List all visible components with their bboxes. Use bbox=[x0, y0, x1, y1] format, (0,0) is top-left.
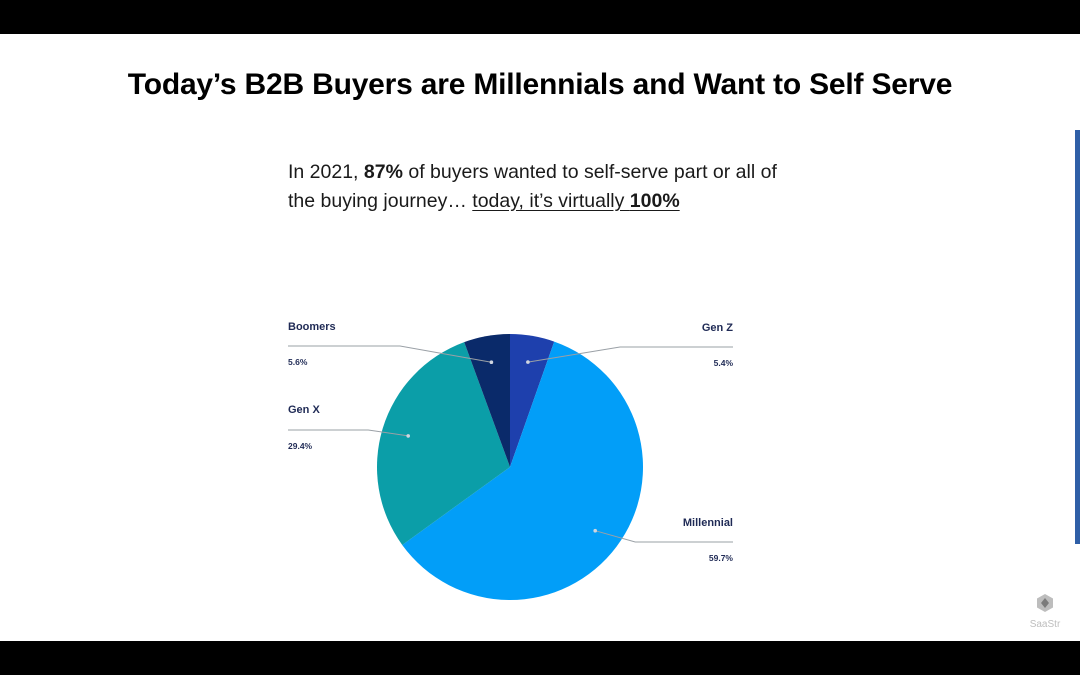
subtitle-text-2: of buyers wanted to self-serve part or a… bbox=[288, 161, 777, 212]
slide-subtitle: In 2021, 87% of buyers wanted to self-se… bbox=[288, 158, 808, 216]
leader-dot-boomers bbox=[489, 360, 494, 365]
leader-line-gen-z bbox=[527, 346, 733, 363]
leader-dot-millennial bbox=[593, 528, 597, 533]
leader-dot-gen-x bbox=[406, 434, 411, 438]
subtitle-text-1: In 2021, bbox=[288, 161, 364, 183]
leader-line-gen-x bbox=[288, 429, 409, 437]
saastr-logo: SaaStr bbox=[1028, 593, 1062, 630]
slice-label-millennial: Millennial bbox=[683, 517, 733, 529]
video-letterbox-bottom bbox=[0, 641, 1080, 675]
pie-slice-gen-z bbox=[510, 334, 555, 467]
slice-value-gen-z: 5.4% bbox=[714, 358, 734, 368]
slice-label-boomers: Boomers bbox=[288, 321, 336, 333]
saastr-logo-icon bbox=[1037, 594, 1053, 612]
slice-value-boomers: 5.6% bbox=[288, 357, 308, 367]
slide-title: Today’s B2B Buyers are Millennials and W… bbox=[127, 68, 953, 101]
slice-value-millennial: 59.7% bbox=[709, 553, 734, 563]
leader-dot-gen-z bbox=[526, 360, 530, 364]
subtitle-underlined: today, it’s virtually 100% bbox=[472, 190, 679, 212]
pie-slice-millennial bbox=[402, 341, 644, 601]
leader-line-boomers bbox=[288, 345, 492, 363]
slide-right-accent bbox=[1075, 130, 1080, 544]
pie-slice-boomers bbox=[464, 334, 510, 467]
subtitle-stat-today: 100% bbox=[629, 190, 680, 212]
subtitle-stat-2021: 87% bbox=[363, 161, 403, 183]
slice-label-gen-z: Gen Z bbox=[702, 322, 733, 334]
video-letterbox-top bbox=[0, 0, 1080, 34]
leader-line-millennial bbox=[595, 530, 733, 543]
slice-label-gen-x: Gen X bbox=[288, 404, 320, 416]
pie-slice-gen-x bbox=[376, 342, 510, 545]
saastr-logo-text: SaaStr bbox=[1029, 619, 1061, 630]
subtitle-text-3: today, it’s virtually bbox=[472, 190, 630, 212]
slice-value-gen-x: 29.4% bbox=[288, 441, 313, 451]
